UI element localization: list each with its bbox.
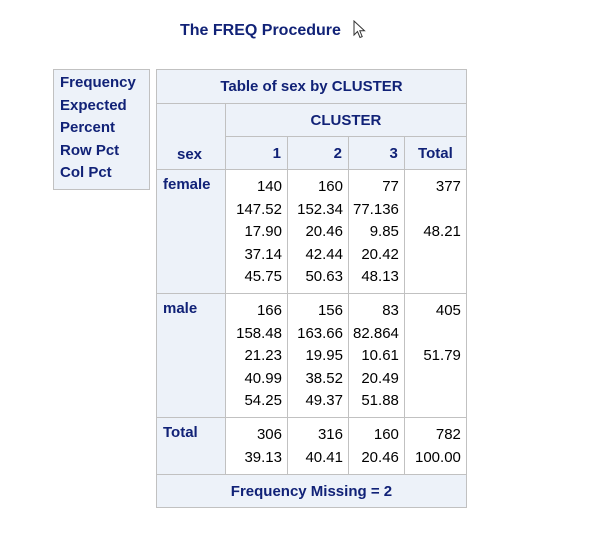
cell-value: 39.13 <box>244 448 282 466</box>
cell-value: 147.52 <box>236 200 282 218</box>
table-caption: Table of sex by CLUSTER <box>156 69 467 104</box>
cell-total-1: 306 39.13 <box>225 417 288 475</box>
column-header-total: Total <box>403 136 467 170</box>
cell-value: 100.00 <box>415 448 461 466</box>
legend-col-pct: Col Pct <box>60 164 112 181</box>
cell-value: 42.44 <box>305 245 343 263</box>
cell-value: 156 <box>317 302 343 319</box>
cell-value: 40.99 <box>244 369 282 387</box>
cell-value: 40.41 <box>305 448 343 466</box>
table-footer: Frequency Missing = 2 <box>156 474 467 508</box>
legend-percent: Percent <box>60 119 116 136</box>
column-header-1: 1 <box>225 136 288 170</box>
cell-value: 77.136 <box>353 200 399 218</box>
cell-value: 51.88 <box>361 392 399 410</box>
column-header-2: 2 <box>287 136 349 170</box>
mouse-pointer-icon <box>353 20 366 39</box>
cell-grand-total: 782 100.00 <box>403 417 467 475</box>
row-label-female: female <box>156 169 226 294</box>
cell-value: 20.46 <box>361 448 399 466</box>
cell-female-2: 160 152.34 20.46 42.44 50.63 <box>287 169 349 294</box>
cell-female-total: 377 48.21 <box>403 169 467 294</box>
page-title: The FREQ Procedure <box>180 22 341 39</box>
row-variable-header: sex <box>156 103 226 170</box>
table-row: male 166 158.48 21.23 40.99 54.25 156 16… <box>156 293 467 418</box>
cell-value: 77 <box>382 178 399 195</box>
cell-value: 20.46 <box>305 223 343 241</box>
cell-value: 316 <box>317 426 343 443</box>
cell-value: 20.49 <box>361 369 399 387</box>
cell-female-3: 77 77.136 9.85 20.42 48.13 <box>348 169 405 294</box>
column-header-3: 3 <box>348 136 405 170</box>
cell-value: 160 <box>373 426 399 443</box>
cell-value <box>409 323 461 346</box>
legend-frequency: Frequency <box>60 74 136 91</box>
cell-value: 152.34 <box>297 200 343 218</box>
cell-value: 140 <box>256 178 282 195</box>
cell-value: 166 <box>256 302 282 319</box>
cell-value: 17.90 <box>244 223 282 241</box>
cell-male-1: 166 158.48 21.23 40.99 54.25 <box>225 293 288 418</box>
row-label-total: Total <box>156 417 226 475</box>
cell-male-2: 156 163.66 19.95 38.52 49.37 <box>287 293 349 418</box>
column-variable-header: CLUSTER <box>225 103 467 137</box>
cell-value: 782 <box>435 426 461 443</box>
cell-value: 10.61 <box>361 347 399 365</box>
cell-value: 45.75 <box>244 268 282 286</box>
cell-value: 83 <box>382 302 399 319</box>
cell-value: 51.79 <box>423 347 461 365</box>
cell-male-total: 405 51.79 <box>403 293 467 418</box>
cell-value: 160 <box>317 178 343 195</box>
cell-value: 306 <box>256 426 282 443</box>
statistics-legend: Frequency Expected Percent Row Pct Col P… <box>53 69 150 190</box>
legend-row-pct: Row Pct <box>60 141 120 159</box>
cell-value: 21.23 <box>244 347 282 365</box>
cell-value: 19.95 <box>305 347 343 365</box>
cell-value <box>409 199 461 222</box>
cell-value: 49.37 <box>305 392 343 410</box>
cell-value: 48.13 <box>361 268 399 286</box>
cell-value: 82.864 <box>353 324 399 342</box>
cell-value: 9.85 <box>369 223 399 241</box>
cell-value: 163.66 <box>297 324 343 342</box>
cell-total-2: 316 40.41 <box>287 417 349 475</box>
cell-value: 38.52 <box>305 369 343 387</box>
cell-female-1: 140 147.52 17.90 37.14 45.75 <box>225 169 288 294</box>
cell-total-3: 160 20.46 <box>348 417 405 475</box>
cell-value: 405 <box>435 302 461 319</box>
cell-value: 377 <box>435 178 461 195</box>
legend-expected: Expected <box>60 96 127 114</box>
cell-value: 48.21 <box>423 223 461 241</box>
cell-value: 50.63 <box>305 268 343 286</box>
cell-value: 20.42 <box>361 245 399 263</box>
crosstab-table: Table of sex by CLUSTER sex CLUSTER 1 2 … <box>156 69 467 508</box>
cell-value: 37.14 <box>244 245 282 263</box>
cell-male-3: 83 82.864 10.61 20.49 51.88 <box>348 293 405 418</box>
cell-value: 158.48 <box>236 324 282 342</box>
table-row: female 140 147.52 17.90 37.14 45.75 160 … <box>156 169 467 294</box>
row-label-male: male <box>156 293 226 418</box>
cell-value: 54.25 <box>244 392 282 410</box>
table-row: Total 306 39.13 316 40.41 160 20.46 782 … <box>156 417 467 475</box>
